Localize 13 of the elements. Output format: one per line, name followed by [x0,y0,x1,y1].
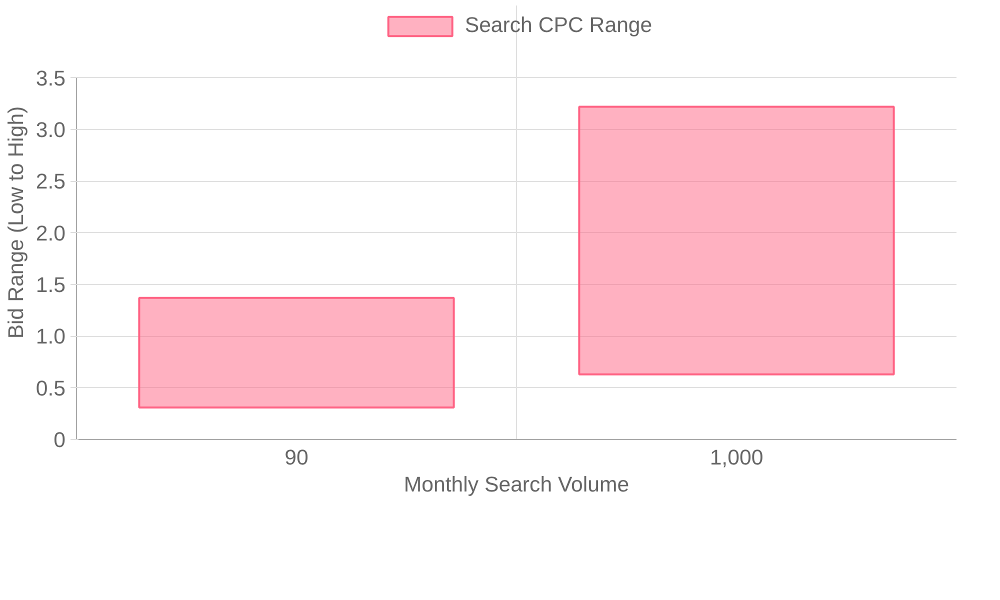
x-tick-label: 90 [284,446,308,470]
y-tick-label: 1.5 [36,273,66,297]
y-tick-label: 2.0 [36,221,66,246]
x-axis-title: Monthly Search Volume [404,472,630,496]
y-tick-label: 0.5 [36,376,66,400]
y-tick-label: 0 [54,428,66,452]
legend-label: Search CPC Range [464,13,652,38]
y-axis-title: Bid Range (Low to High) [4,106,28,339]
y-tick-label: 1.0 [36,324,66,349]
x-tick-label: 1,000 [710,446,764,470]
y-tick-label: 3.5 [36,66,66,90]
y-tick-label: 2.5 [36,170,66,194]
y-tick-label: 3.0 [36,118,66,142]
